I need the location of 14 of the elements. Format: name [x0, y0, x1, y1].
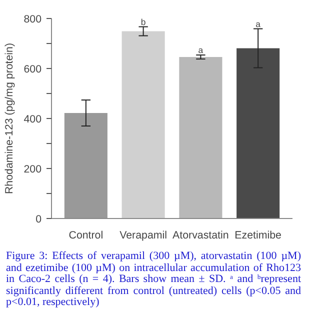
- y-tick-label: 600: [24, 64, 42, 76]
- y-tick-label: 400: [24, 114, 42, 126]
- annotation: b: [140, 16, 146, 27]
- x-tick-label: Control: [68, 230, 104, 242]
- y-tick-label: 200: [24, 164, 42, 176]
- annotation: a: [256, 18, 261, 29]
- x-tick-label: Atorvastatin: [172, 230, 229, 242]
- y-tick-label: 0: [36, 214, 42, 226]
- y-tick-label: 800: [24, 14, 42, 26]
- x-tick-label: Ezetimibe: [234, 230, 282, 242]
- y-axis-title: Rhodamine-123 (pg/mg protein): [4, 42, 16, 194]
- x-tick-label: Verapamil: [120, 230, 168, 242]
- caption: Figure 3: Effects of verapamil (300 µM), atorvastatin (100 µM) and ezetimibe (100 µM) on intracellular accumulation of Rho123 in Caco-2 cells (n = 4). Bars show mean ± SD. ᵃ and ᵇrepresent significantly different from control (untreated) cells (p<0.05 and p<0.01, respectively): [6, 250, 301, 309]
- annotation: a: [198, 45, 204, 55]
